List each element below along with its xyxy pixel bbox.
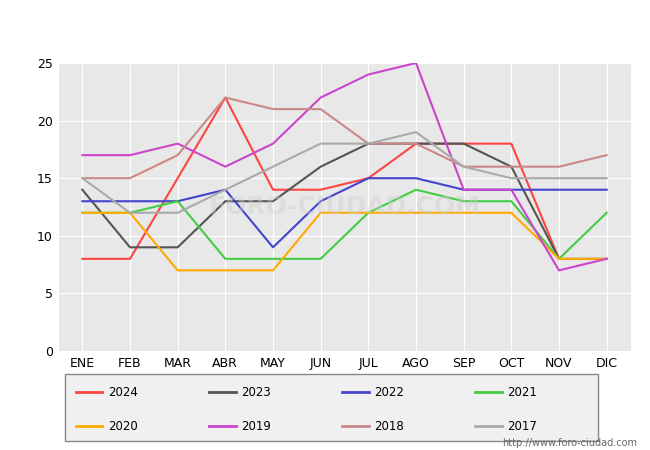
Text: 2020: 2020 [108,420,137,432]
Text: http://www.foro-ciudad.com: http://www.foro-ciudad.com [502,438,637,448]
Text: Afiliados en Redecilla del Camino a 30/11/2024: Afiliados en Redecilla del Camino a 30/1… [112,18,538,36]
Text: 2023: 2023 [241,386,270,399]
Text: 2024: 2024 [108,386,138,399]
Text: 2017: 2017 [508,420,538,432]
Text: 2018: 2018 [374,420,404,432]
Text: 2019: 2019 [241,420,271,432]
Text: FORO-CIUDAD.COM: FORO-CIUDAD.COM [209,195,480,219]
Text: 2022: 2022 [374,386,404,399]
Text: 2021: 2021 [508,386,538,399]
FancyBboxPatch shape [65,374,598,441]
